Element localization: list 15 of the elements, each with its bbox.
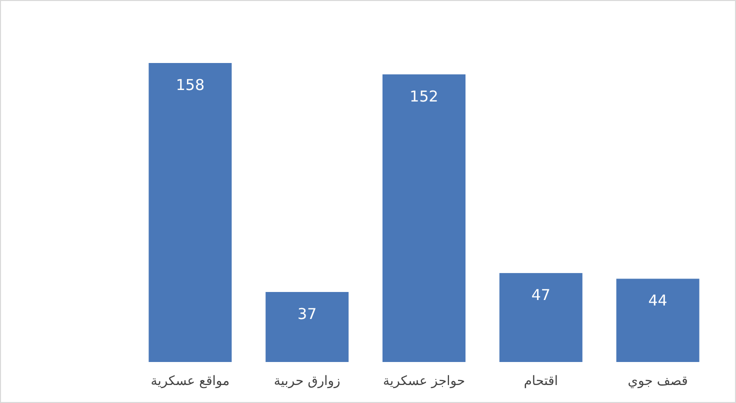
- bar: [382, 74, 466, 362]
- bar: [616, 278, 700, 362]
- bar: [148, 63, 232, 362]
- x-tick-label: حواجز عسكرية: [383, 374, 465, 389]
- data-label: 152: [410, 87, 438, 106]
- x-tick-label: زوارق حربية: [274, 374, 340, 389]
- x-tick-label: اقتحام: [524, 374, 558, 389]
- bar: [499, 273, 582, 362]
- data-label: 44: [648, 292, 668, 310]
- bar: [266, 292, 349, 362]
- data-label: 47: [531, 286, 550, 304]
- x-tick-label: مواقع عسكرية: [150, 374, 230, 389]
- data-label: 158: [176, 76, 205, 94]
- x-tick-label: قصف جوي: [628, 374, 688, 389]
- data-label: 37: [298, 304, 317, 323]
